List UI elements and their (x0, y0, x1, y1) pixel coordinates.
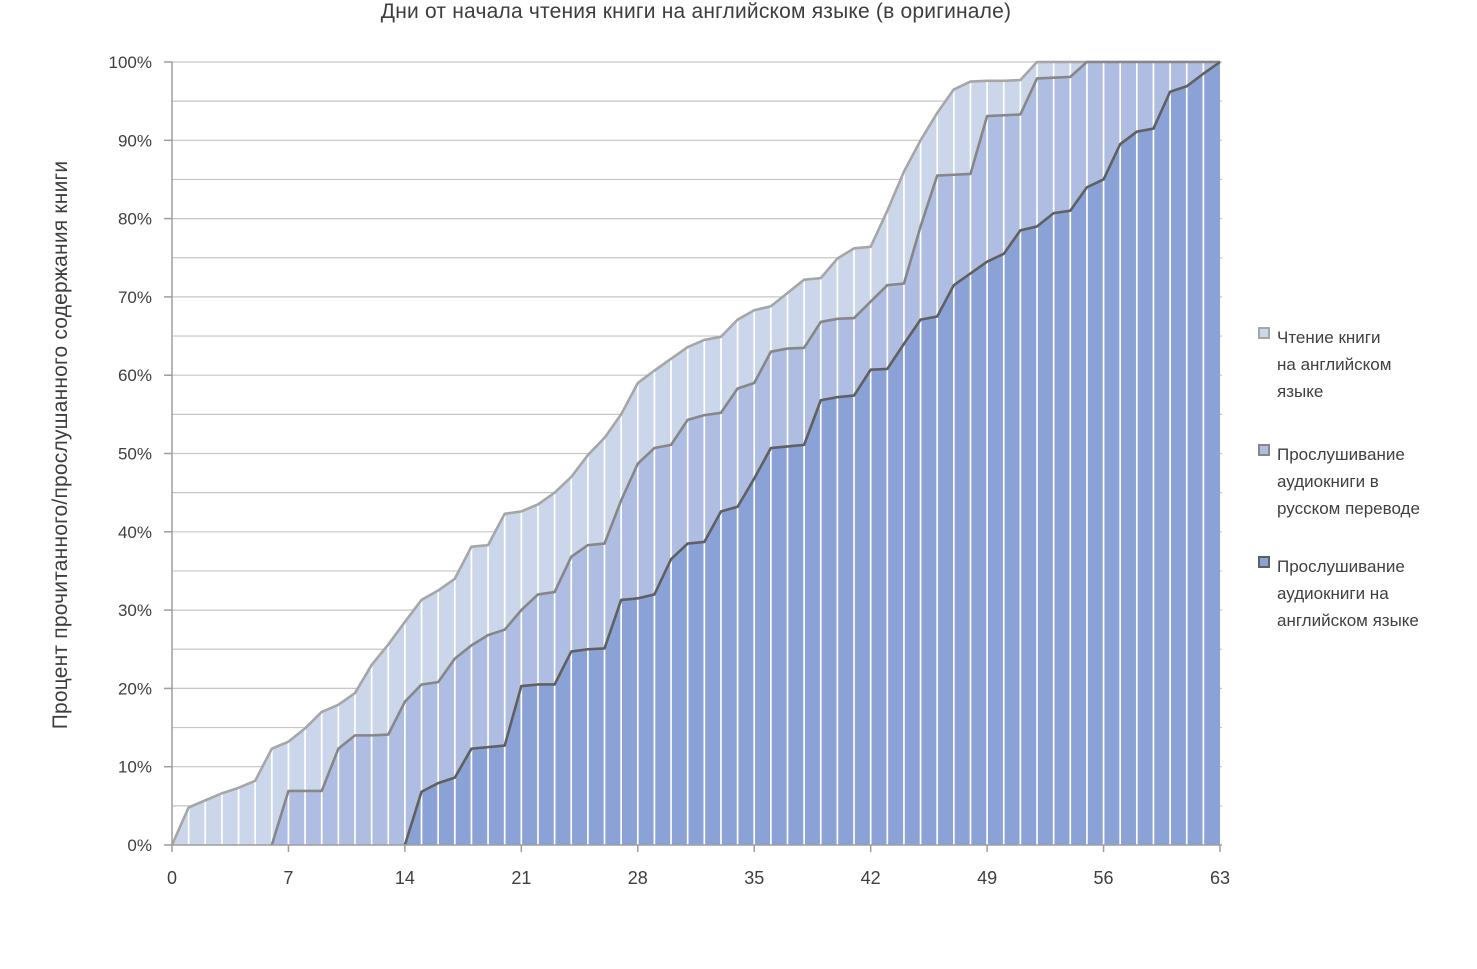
x-tick-label: 49 (977, 868, 997, 888)
y-tick-label: 0% (127, 836, 152, 855)
y-tick-label: 40% (118, 523, 152, 542)
y-tick-label: 20% (118, 679, 152, 698)
axes: 0% 10% 20% 30% 40% 50% 60% 70% 80% 90% 100% 0 7 14 21 2… (109, 53, 1231, 888)
border-series-audiobook-english (403, 60, 1221, 846)
y-tick-label: 30% (118, 601, 152, 620)
legend-item-audiobook-russian: Прослушивание аудиокниги в русском перевод… (1256, 441, 1420, 522)
x-tick-label: 42 (861, 868, 881, 888)
area-series-audiobook-english (404, 62, 1220, 845)
x-tick-label: 7 (283, 868, 293, 888)
y-tick-label: 10% (118, 758, 152, 777)
y-tick-label: 100% (109, 53, 152, 72)
x-tick-label: 14 (395, 868, 415, 888)
legend-label-audiobook-russian: Прослушивание аудиокниги в русском перевод… (1277, 445, 1420, 518)
legend-swatch-reading-english (1258, 327, 1270, 339)
legend-swatch-audiobook-english (1258, 556, 1270, 568)
legend-swatch-audiobook-russian (1258, 444, 1270, 456)
legend-label-audiobook-english: Прослушивание аудиокниги на английском язы… (1277, 557, 1419, 630)
y-tick-label: 90% (118, 131, 152, 150)
y-tick-label: 80% (118, 210, 152, 229)
y-tick-label: 70% (118, 288, 152, 307)
y-tick-label: 60% (118, 366, 152, 385)
y-axis-title: Процент прочитанного/прослушанного содер… (49, 160, 72, 730)
x-tick-label: 35 (744, 868, 764, 888)
border-series-reading-english (170, 60, 1220, 846)
border-series-audiobook-russian (270, 60, 1220, 846)
y-tick-label: 50% (118, 445, 152, 464)
x-tick-label: 28 (628, 868, 648, 888)
legend-item-audiobook-english: Прослушивание аудиокниги на английском язы… (1256, 553, 1419, 634)
x-tick-label: 63 (1210, 868, 1230, 888)
x-axis-title: Дни от начала чтения книги на английском… (380, 0, 1012, 23)
x-tick-label: 56 (1094, 868, 1114, 888)
x-tick-label: 0 (167, 868, 177, 888)
legend-label-reading-english: Чтение книги на английском языке (1277, 328, 1392, 401)
x-tick-label: 21 (511, 868, 531, 888)
legend-item-reading-english: Чтение книги на английском языке (1256, 324, 1391, 405)
